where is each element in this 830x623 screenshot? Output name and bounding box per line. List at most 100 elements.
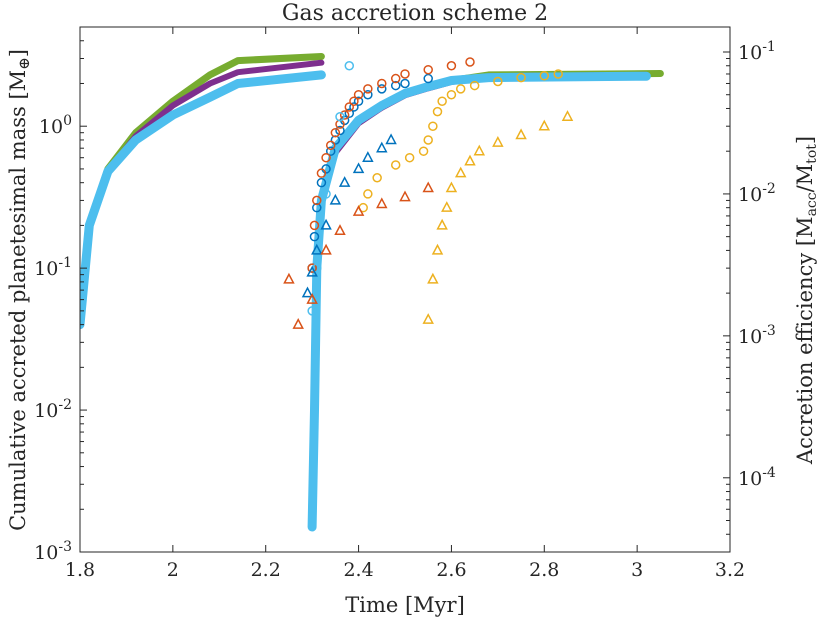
cyan-circles-point — [335, 111, 345, 122]
yellow-triangles-point — [464, 154, 476, 166]
y-right-tick-label: 10-4 — [738, 465, 776, 490]
yellow-circles-point — [390, 160, 401, 170]
y-left-tick-label-base: 10 — [34, 258, 58, 280]
y-right-tick-label-base: 10 — [738, 42, 762, 64]
orange-circles-point — [377, 78, 387, 89]
orange-circles-point — [353, 89, 364, 100]
orange-triangles-point — [320, 243, 332, 255]
y-right-label-sub1: acc — [804, 192, 820, 216]
y-right-tick-label: 10-1 — [738, 39, 776, 64]
y-left-tick-label: 100 — [39, 113, 72, 138]
yellow-circles-point — [363, 189, 373, 199]
yellow-circles-point — [372, 173, 382, 183]
orange-circles-point — [339, 110, 350, 120]
orange-triangles-point — [422, 181, 434, 193]
y-axis-right-label: Accretion efficiency [Macc/Mtot] — [793, 136, 820, 465]
blue-triangles-point — [352, 162, 365, 174]
blue-triangles-point — [320, 218, 332, 230]
x-tick-label: 2.2 — [251, 559, 281, 581]
blue-circles-point — [377, 84, 387, 94]
blue-circles-point — [335, 125, 345, 136]
yellow-circles-point — [493, 76, 503, 87]
yellow-triangles-point — [473, 144, 486, 156]
cyan-circles-point — [307, 306, 317, 316]
yellow-triangles-point — [561, 110, 574, 121]
x-tick-label: 1.8 — [65, 559, 95, 581]
x-tick-label: 2.4 — [343, 559, 373, 581]
cyan-thick-2 — [307, 71, 651, 532]
x-tick-label: 2.6 — [436, 559, 466, 581]
y-left-tick-label-base: 10 — [34, 542, 58, 564]
y-axis-left-label: Cumulative accreted planetesimal mass [M… — [6, 49, 33, 531]
orange-circles-point — [344, 102, 355, 112]
y-left-label-text: Cumulative accreted planetesimal mass [M — [6, 70, 30, 531]
y-right-tick-label-exp: -3 — [762, 323, 776, 339]
cyan-thick — [80, 70, 326, 330]
orange-triangles-point — [306, 293, 318, 304]
yellow-circles-point — [428, 121, 438, 131]
blue-circles-point — [390, 80, 401, 91]
orange-circles-point — [400, 69, 410, 79]
yellow-circles-point — [432, 106, 443, 117]
yellow-triangles-point — [427, 272, 439, 284]
yellow-circles-point — [437, 96, 447, 106]
orange-circles-point — [325, 140, 336, 151]
green-thick — [80, 53, 325, 321]
y-left-tick-label-exp: -1 — [58, 255, 72, 271]
y-right-label-close: ] — [793, 136, 817, 144]
yellow-triangles-point — [431, 243, 444, 255]
blue-triangles-point — [338, 176, 351, 187]
yellow-circles-point — [404, 152, 415, 163]
yellow-circles-point — [446, 89, 457, 100]
orange-triangles-point — [376, 197, 388, 209]
plot-frame — [79, 26, 731, 553]
x-axis-label: Time [Myr] — [345, 593, 465, 617]
y-left-tick-label-base: 10 — [34, 400, 58, 422]
x-tick-label: 3 — [631, 559, 643, 581]
yellow-circles-point — [455, 84, 466, 94]
orange-circles-point — [363, 84, 373, 94]
y-left-label-sub: ⊕ — [15, 57, 33, 70]
yellow-circles-point — [469, 80, 480, 91]
orange-triangles-point — [334, 224, 346, 236]
orange-circles-point — [316, 168, 327, 178]
blue-triangles-point — [376, 141, 388, 153]
blue-circles-point — [349, 102, 359, 112]
blue-circles-point — [423, 73, 433, 84]
y-left-tick-label-exp: 0 — [63, 113, 72, 129]
yellow-circles-point — [418, 146, 429, 156]
blue-circles-point — [344, 108, 355, 119]
purple-thick-2 — [309, 71, 650, 530]
blue-circles-point — [363, 89, 373, 100]
y-right-label-sub2: tot — [804, 144, 820, 164]
y-right-tick-label-base: 10 — [738, 184, 762, 206]
orange-triangles-point — [399, 190, 411, 202]
yellow-triangles-point — [422, 313, 434, 324]
yellow-triangles-point — [538, 119, 551, 131]
orange-triangles-point — [292, 318, 304, 329]
cyan-circles-point — [344, 60, 355, 71]
x-tick-label: 3.2 — [715, 559, 745, 581]
y-left-tick-label: 10-2 — [34, 397, 72, 422]
blue-circles-point — [309, 231, 320, 242]
y-left-tick-label-exp: -3 — [58, 539, 72, 555]
orange-circles-point — [321, 152, 331, 163]
blue-triangles-point — [385, 133, 397, 145]
blue-circles-point — [400, 78, 410, 89]
y-left-label-close: ] — [6, 49, 30, 57]
y-right-tick-label: 10-3 — [738, 323, 776, 348]
yellow-triangles-point — [436, 218, 448, 230]
yellow-triangles-point — [445, 181, 458, 193]
orange-circles-point — [307, 263, 317, 273]
y-right-label-text: Accretion efficiency [M — [793, 216, 817, 465]
blue-triangles-point — [306, 265, 318, 277]
yellow-circles-point — [516, 72, 526, 83]
y-left-tick-label: 10-3 — [34, 539, 72, 564]
green-thick-2 — [308, 70, 664, 531]
orange-circles-point — [390, 73, 401, 84]
x-tick-label: 2.8 — [529, 559, 559, 581]
y-left-tick-label-base: 10 — [39, 116, 63, 138]
orange-circles-point — [465, 57, 475, 67]
blue-triangles-point — [301, 286, 314, 298]
yellow-triangles-point — [492, 135, 504, 147]
